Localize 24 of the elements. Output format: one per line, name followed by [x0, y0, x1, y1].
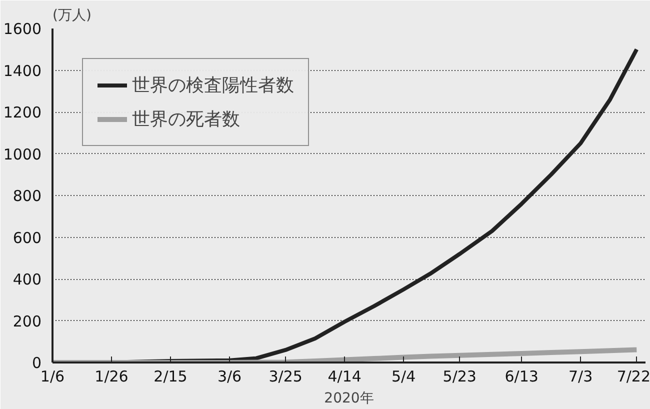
x-tick-label: 5/4: [392, 368, 416, 386]
x-tick-label: 1/26: [94, 368, 128, 386]
y-tick-label: 1000: [3, 145, 42, 164]
legend-label: 世界の死者数: [132, 108, 240, 131]
x-tick-label: 7/22: [616, 368, 650, 386]
y-tick-label: 1200: [3, 104, 42, 122]
x-tick-label: 7/3: [568, 368, 593, 386]
y-tick-label: 400: [12, 270, 42, 288]
y-tick-label: 600: [12, 228, 42, 247]
x-axis-title: 2020年: [324, 390, 374, 406]
x-tick-label: 3/25: [268, 368, 302, 386]
x-tick-label: 4/14: [328, 368, 362, 386]
y-tick-label: 200: [12, 312, 42, 330]
y-axis-title: (万人): [52, 8, 92, 24]
x-tick-label: 6/13: [504, 368, 538, 386]
x-tick-label: 2/15: [154, 368, 188, 386]
x-tick-label: 5/23: [442, 368, 476, 386]
y-tick-label: 800: [12, 187, 42, 205]
x-tick-label: 1/6: [40, 368, 65, 386]
y-tick-label: 0: [32, 354, 42, 372]
y-tick-label: 1400: [3, 62, 42, 80]
y-tick-label: 1600: [3, 20, 42, 38]
legend-label: 世界の検査陽性者数: [132, 74, 294, 97]
x-tick-label: 3/6: [217, 368, 242, 386]
